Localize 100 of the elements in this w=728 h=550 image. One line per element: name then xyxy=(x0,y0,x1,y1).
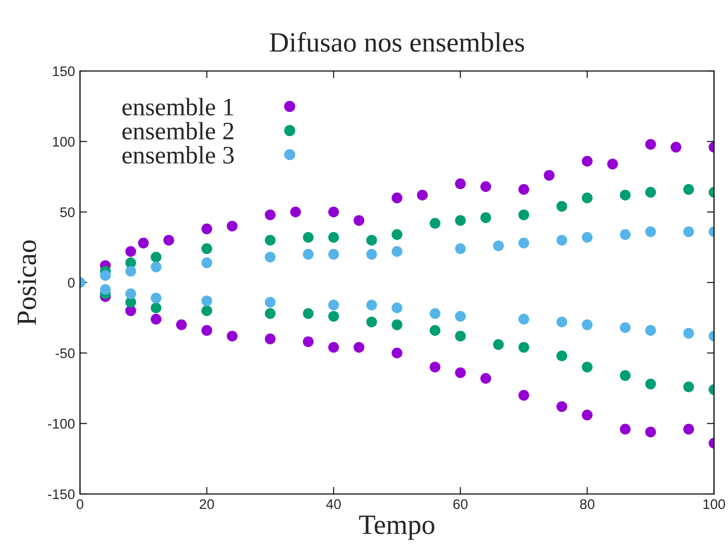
point xyxy=(455,367,466,378)
point xyxy=(201,243,212,254)
legend-label: ensemble 2 xyxy=(122,122,234,140)
point xyxy=(430,362,440,372)
point xyxy=(366,316,378,328)
point xyxy=(416,190,428,200)
point xyxy=(138,238,149,248)
point xyxy=(302,248,314,260)
point xyxy=(163,234,174,246)
point xyxy=(645,138,656,150)
x-tick-label: 40 xyxy=(326,499,341,510)
x-tick-label: 100 xyxy=(703,499,726,510)
y-tick-label: 0 xyxy=(68,278,75,288)
point xyxy=(392,348,402,358)
point xyxy=(328,300,339,310)
point xyxy=(620,322,631,333)
point xyxy=(455,330,466,342)
point xyxy=(328,232,339,243)
point xyxy=(455,178,466,190)
point xyxy=(264,209,276,220)
point xyxy=(480,181,492,192)
point xyxy=(518,184,530,195)
point xyxy=(556,234,568,246)
point xyxy=(556,200,568,212)
point xyxy=(544,170,555,181)
point xyxy=(328,248,339,260)
point xyxy=(226,220,238,232)
point xyxy=(518,314,530,325)
x-tick-label: 20 xyxy=(200,499,214,510)
y-tick-label: 100 xyxy=(53,136,75,147)
point xyxy=(354,215,364,226)
legend-label: ensemble 1 xyxy=(122,98,234,116)
point xyxy=(328,206,339,218)
point xyxy=(392,192,402,204)
point xyxy=(493,240,504,252)
point xyxy=(455,243,466,254)
point xyxy=(455,310,466,322)
point xyxy=(264,296,276,308)
point xyxy=(683,184,694,195)
y-tick-label: -150 xyxy=(48,489,75,500)
point xyxy=(430,325,440,336)
point xyxy=(620,424,631,435)
point xyxy=(645,426,656,438)
point xyxy=(201,224,212,234)
legend-label: ensemble 3 xyxy=(122,146,234,164)
point xyxy=(264,252,276,262)
point xyxy=(150,302,162,314)
point xyxy=(480,373,492,384)
point xyxy=(392,302,402,314)
point xyxy=(556,401,568,412)
point xyxy=(620,190,631,200)
point xyxy=(556,316,568,328)
point xyxy=(264,234,276,246)
point xyxy=(150,262,162,272)
point xyxy=(201,325,212,336)
point xyxy=(582,192,593,204)
point xyxy=(480,212,492,224)
point xyxy=(430,308,440,319)
point xyxy=(125,288,136,300)
point xyxy=(264,334,276,344)
point xyxy=(366,234,378,246)
x-tick-label: 0 xyxy=(76,499,84,510)
point xyxy=(430,218,440,229)
y-tick-label: 50 xyxy=(60,207,75,218)
point xyxy=(645,226,656,238)
point xyxy=(645,325,656,336)
x-tick-label: 60 xyxy=(453,499,468,510)
point xyxy=(290,206,301,218)
point xyxy=(582,319,593,330)
point xyxy=(683,226,694,238)
point xyxy=(670,142,682,153)
point xyxy=(518,342,530,353)
point xyxy=(176,319,187,330)
point xyxy=(264,308,276,319)
point xyxy=(493,339,504,350)
x-axis-title: Tempo xyxy=(359,516,434,540)
point xyxy=(392,319,402,330)
point xyxy=(125,266,136,277)
x-tick-label: 80 xyxy=(580,499,594,510)
point xyxy=(607,158,618,170)
point xyxy=(201,257,212,268)
point xyxy=(328,310,339,322)
point xyxy=(125,246,136,257)
point xyxy=(582,232,593,243)
point xyxy=(645,378,656,390)
y-tick-label: 150 xyxy=(53,66,75,76)
point xyxy=(366,248,378,260)
point xyxy=(392,229,402,240)
point xyxy=(620,229,631,240)
point xyxy=(683,328,694,339)
point xyxy=(100,284,111,295)
point xyxy=(392,246,402,257)
point xyxy=(100,270,111,281)
point xyxy=(302,308,314,319)
y-tick-label: -100 xyxy=(48,418,75,429)
point xyxy=(302,232,314,243)
y-axis-title: Posicao xyxy=(17,240,36,325)
point xyxy=(518,238,530,248)
point xyxy=(150,292,162,304)
point xyxy=(226,330,238,342)
